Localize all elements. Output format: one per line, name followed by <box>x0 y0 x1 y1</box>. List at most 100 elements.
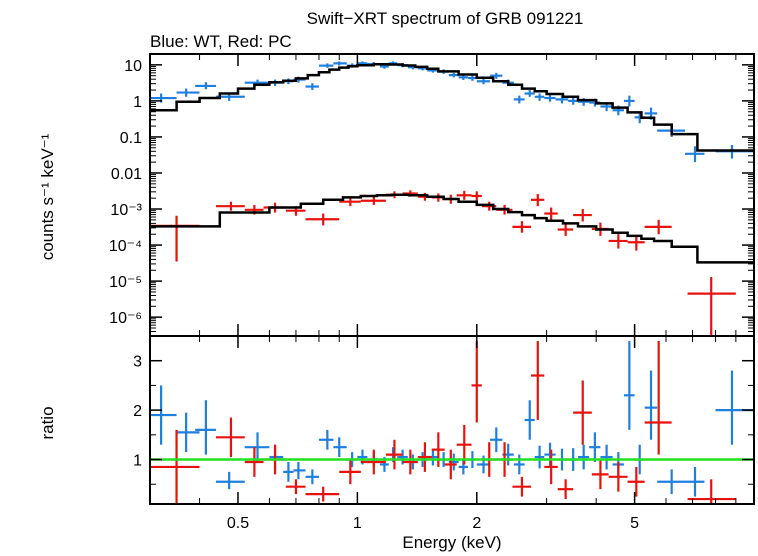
ratio-pc-point-20 <box>557 479 574 500</box>
ratio-panel: 1 2 3 0.5 1 2 5 ratio Energy (keV) <box>38 54 755 552</box>
ratio-pc-point-19 <box>544 449 558 485</box>
wt-point-8 <box>305 83 319 91</box>
pc-point-6 <box>339 197 361 207</box>
ratio-wt-point-28 <box>524 400 535 440</box>
xtick-label-0: 0.5 <box>227 515 249 532</box>
ratio-ytick-label-2: 3 <box>133 354 142 371</box>
pc-point-0 <box>150 215 200 262</box>
ratio-wt-point-9 <box>318 429 334 450</box>
ratio-wt-point-6 <box>283 462 294 482</box>
ratio-wt-point-2 <box>195 400 216 455</box>
ratio-wt-point-42 <box>715 370 754 445</box>
ratio-pc-point-11 <box>431 432 445 467</box>
spectrum-ytick-label-7: 10⁻⁶ <box>109 310 142 327</box>
wt-point-32 <box>568 97 579 105</box>
ratio-pc-point-12 <box>444 449 457 480</box>
pc-point-21 <box>573 209 592 222</box>
ratio-pc-point-8 <box>385 439 403 470</box>
wt-point-41 <box>685 146 705 163</box>
spectrum-ytick-label-2: 0.1 <box>120 130 142 147</box>
ratio-wt-point-10 <box>333 437 347 458</box>
pc-point-17 <box>512 221 532 233</box>
ratio-pc-point-22 <box>591 459 609 490</box>
pc-point-26 <box>687 277 736 336</box>
spectrum-ytick-label-6: 10⁻⁵ <box>109 274 142 291</box>
pc-point-25 <box>644 219 672 235</box>
wt-point-21 <box>448 72 459 78</box>
ratio-wt-point-39 <box>644 370 658 440</box>
y-axis-label-ratio: ratio <box>38 406 57 439</box>
wt-point-29 <box>534 93 545 101</box>
wt-point-1 <box>176 88 200 97</box>
ratio-ytick-label-0: 1 <box>133 453 142 470</box>
wt-point-23 <box>467 75 477 81</box>
wt-point-2 <box>195 82 216 90</box>
ratio-pc-point-5 <box>305 486 340 502</box>
wt-point-28 <box>524 90 535 97</box>
pc-point-14 <box>471 191 482 201</box>
pc-point-23 <box>608 234 628 249</box>
xtick-label-2: 2 <box>472 515 481 532</box>
ratio-panel-frame <box>149 335 755 505</box>
ratio-wt-point-41 <box>685 466 705 497</box>
ratio-wt-point-25 <box>490 427 503 453</box>
ratio-wt-point-0 <box>150 385 177 445</box>
ratio-pc-point-18 <box>531 340 545 420</box>
ratio-pc-point-2 <box>244 447 264 477</box>
wt-point-30 <box>544 94 556 102</box>
spectrum-ytick-label-5: 10⁻⁴ <box>109 238 142 255</box>
wt-model-line <box>150 62 754 152</box>
ratio-pc-point-4 <box>285 479 306 495</box>
wt-point-25 <box>490 72 503 79</box>
wt-point-22 <box>458 75 468 80</box>
ratio-wt-point-40 <box>657 469 686 495</box>
spectrum-ytick-label-0: 10 <box>124 58 142 75</box>
wt-point-10 <box>333 61 347 66</box>
ratio-pc-point-10 <box>417 442 432 472</box>
chart-title: Swift−XRT spectrum of GRB 091221 <box>307 9 584 28</box>
pc-point-1 <box>215 201 245 211</box>
pc-model-line <box>150 193 754 264</box>
ratio-pc-point-21 <box>573 380 592 445</box>
spectrum-ytick-label-3: 0.01 <box>111 166 142 183</box>
ratio-pc-point-13 <box>456 424 472 465</box>
ratio-wt-point-34 <box>589 432 601 462</box>
ratio-wt-point-30 <box>544 442 556 467</box>
pc-point-7 <box>360 196 386 205</box>
ratio-pc-point-0 <box>150 429 200 504</box>
ratio-wt-point-27 <box>513 454 525 475</box>
ratio-wt-point-37 <box>623 340 635 430</box>
ratio-wt-point-3 <box>215 471 245 490</box>
xtick-label-3: 5 <box>630 515 639 532</box>
ratio-wt-point-1 <box>176 412 200 453</box>
ratio-pc-point-24 <box>627 466 645 497</box>
ratio-wt-point-33 <box>578 444 590 470</box>
ratio-ytick-label-1: 2 <box>133 403 142 420</box>
ratio-pc-point-25 <box>644 340 672 455</box>
spectrum-ytick-label-1: 1 <box>133 94 142 111</box>
ratio-pc-point-17 <box>512 476 532 497</box>
pc-point-19 <box>544 207 558 220</box>
ratio-wt-point-8 <box>305 469 319 485</box>
pc-point-13 <box>456 190 472 200</box>
ratio-pc-point-1 <box>215 417 245 458</box>
ratio-pc-point-6 <box>339 459 361 485</box>
ratio-wt-point-24 <box>476 455 491 474</box>
ratio-wt-point-29 <box>534 445 545 469</box>
chart-subtitle: Blue: WT, Red: PC <box>150 32 292 51</box>
ratio-wt-point-5 <box>269 444 284 470</box>
pc-point-18 <box>531 194 545 207</box>
ratio-wt-point-4 <box>244 432 270 462</box>
y-axis-label-counts: counts s⁻¹ keV⁻¹ <box>38 133 57 260</box>
wt-point-42 <box>715 144 754 159</box>
spectrum-panel: 10 1 0.1 0.01 10⁻³ 10⁻⁴ 10⁻⁵ 10⁻⁶ counts s⁻¹ ke… <box>38 53 755 337</box>
xtick-label-1: 1 <box>353 515 362 532</box>
ratio-pc-point-9 <box>402 449 418 475</box>
pc-point-24 <box>627 235 645 251</box>
wt-point-37 <box>623 95 635 107</box>
spectrum-ytick-label-4: 10⁻³ <box>110 202 142 219</box>
pc-point-5 <box>305 213 340 226</box>
wt-point-24 <box>476 78 491 85</box>
wt-point-9 <box>318 63 334 68</box>
